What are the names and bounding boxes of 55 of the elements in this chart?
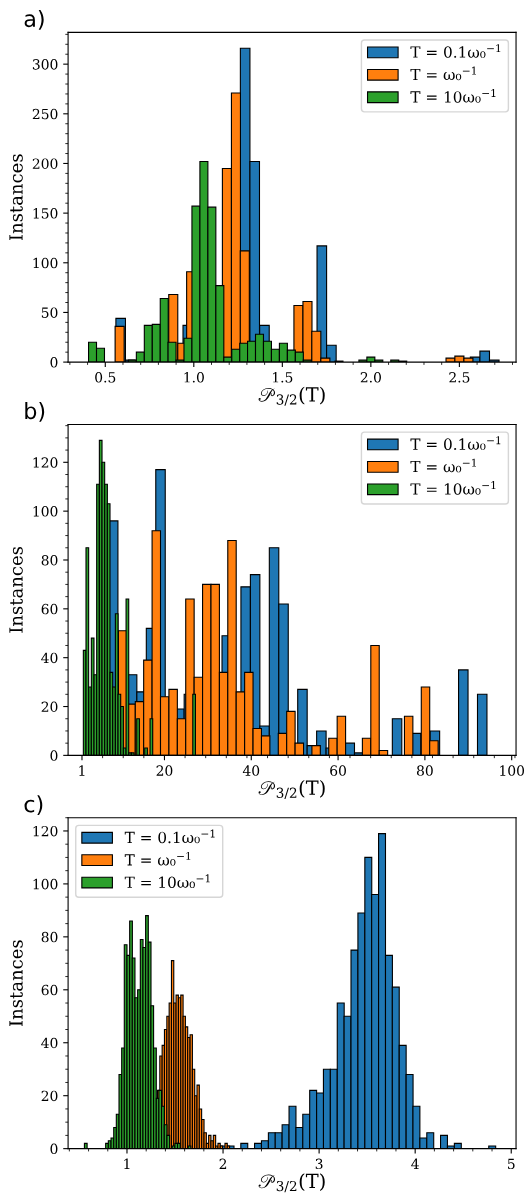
legend-label: T = 10ω₀$^{−1}$	[124, 874, 210, 889]
y-tick-label: 250	[32, 108, 58, 120]
x-tick-label: 1.0	[184, 372, 204, 383]
y-tick-label: 120	[33, 825, 58, 837]
y-tick-label: 80	[41, 554, 58, 566]
y-tick-label: 0	[50, 750, 58, 761]
y-tick-label: 60	[41, 603, 58, 615]
y-tick-label: 120	[33, 457, 58, 468]
x-tick-label: 40	[242, 765, 260, 776]
y-tick-label: 150	[33, 208, 58, 219]
x-tick-label: 20	[156, 765, 173, 776]
x-tick-label: 4	[411, 1158, 419, 1169]
chart-title: a)	[24, 9, 44, 30]
y-tick-label: 60	[41, 984, 58, 996]
x-tick-label: 2	[219, 1158, 227, 1169]
x-tick-label: 1.5	[272, 372, 293, 383]
chart-title: b)	[25, 402, 45, 422]
legend-label: T = 0.1ω₀$^{−1}$	[124, 829, 215, 844]
x-axis-title: 𝒫$_{3/2}$(T)	[258, 1173, 325, 1193]
legend-label: T = 0.1ω₀$^{−1}$	[410, 44, 501, 58]
legend-label: T = ω₀$^{−1}$	[410, 458, 476, 473]
legend-label: T = 10ω₀$^{−1}$	[410, 88, 496, 103]
y-tick-label: 300	[32, 59, 58, 70]
x-axis-title: 𝒫$_{3/2}$(T)	[258, 386, 325, 406]
y-tick-label: 80	[41, 931, 58, 943]
y-tick-label: 100	[33, 257, 58, 269]
x-tick-label: 100	[500, 765, 525, 776]
legend-label: T = ω₀$^{−1}$	[124, 851, 191, 866]
y-tick-label: 40	[41, 1037, 58, 1049]
y-tick-label: 100	[33, 878, 58, 890]
x-tick-label: 3	[315, 1158, 323, 1170]
y-tick-label: 0	[50, 1143, 58, 1155]
x-tick-label: 2.0	[360, 372, 381, 383]
x-tick-label: 1	[79, 765, 85, 776]
legend-label: T = 10ω₀$^{−1}$	[410, 481, 496, 495]
legend-label: T = 0.1ω₀$^{−1}$	[410, 436, 501, 450]
y-axis-title: Instances	[9, 154, 23, 241]
y-tick-label: 20	[41, 701, 58, 712]
x-tick-label: 1	[124, 1158, 130, 1169]
x-tick-label: 60	[330, 765, 346, 776]
y-tick-label: 20	[41, 1090, 58, 1102]
chart-title: c)	[24, 795, 43, 816]
legend-label: T = ω₀$^{−1}$	[410, 66, 476, 81]
x-tick-label: 80	[416, 765, 433, 776]
x-tick-label: 0.5	[95, 372, 116, 383]
y-tick-label: 50	[41, 307, 58, 318]
y-tick-label: 200	[32, 158, 58, 169]
y-axis-title: Instances	[9, 940, 23, 1027]
x-tick-label: 2.5	[449, 372, 470, 383]
y-axis-title: Instances	[9, 546, 23, 633]
y-tick-label: 0	[50, 357, 58, 368]
x-tick-label: 5	[508, 1158, 515, 1170]
y-tick-label: 100	[33, 506, 58, 517]
y-tick-label: 40	[41, 652, 58, 664]
x-axis-title: 𝒫$_{3/2}$(T)	[258, 779, 325, 799]
